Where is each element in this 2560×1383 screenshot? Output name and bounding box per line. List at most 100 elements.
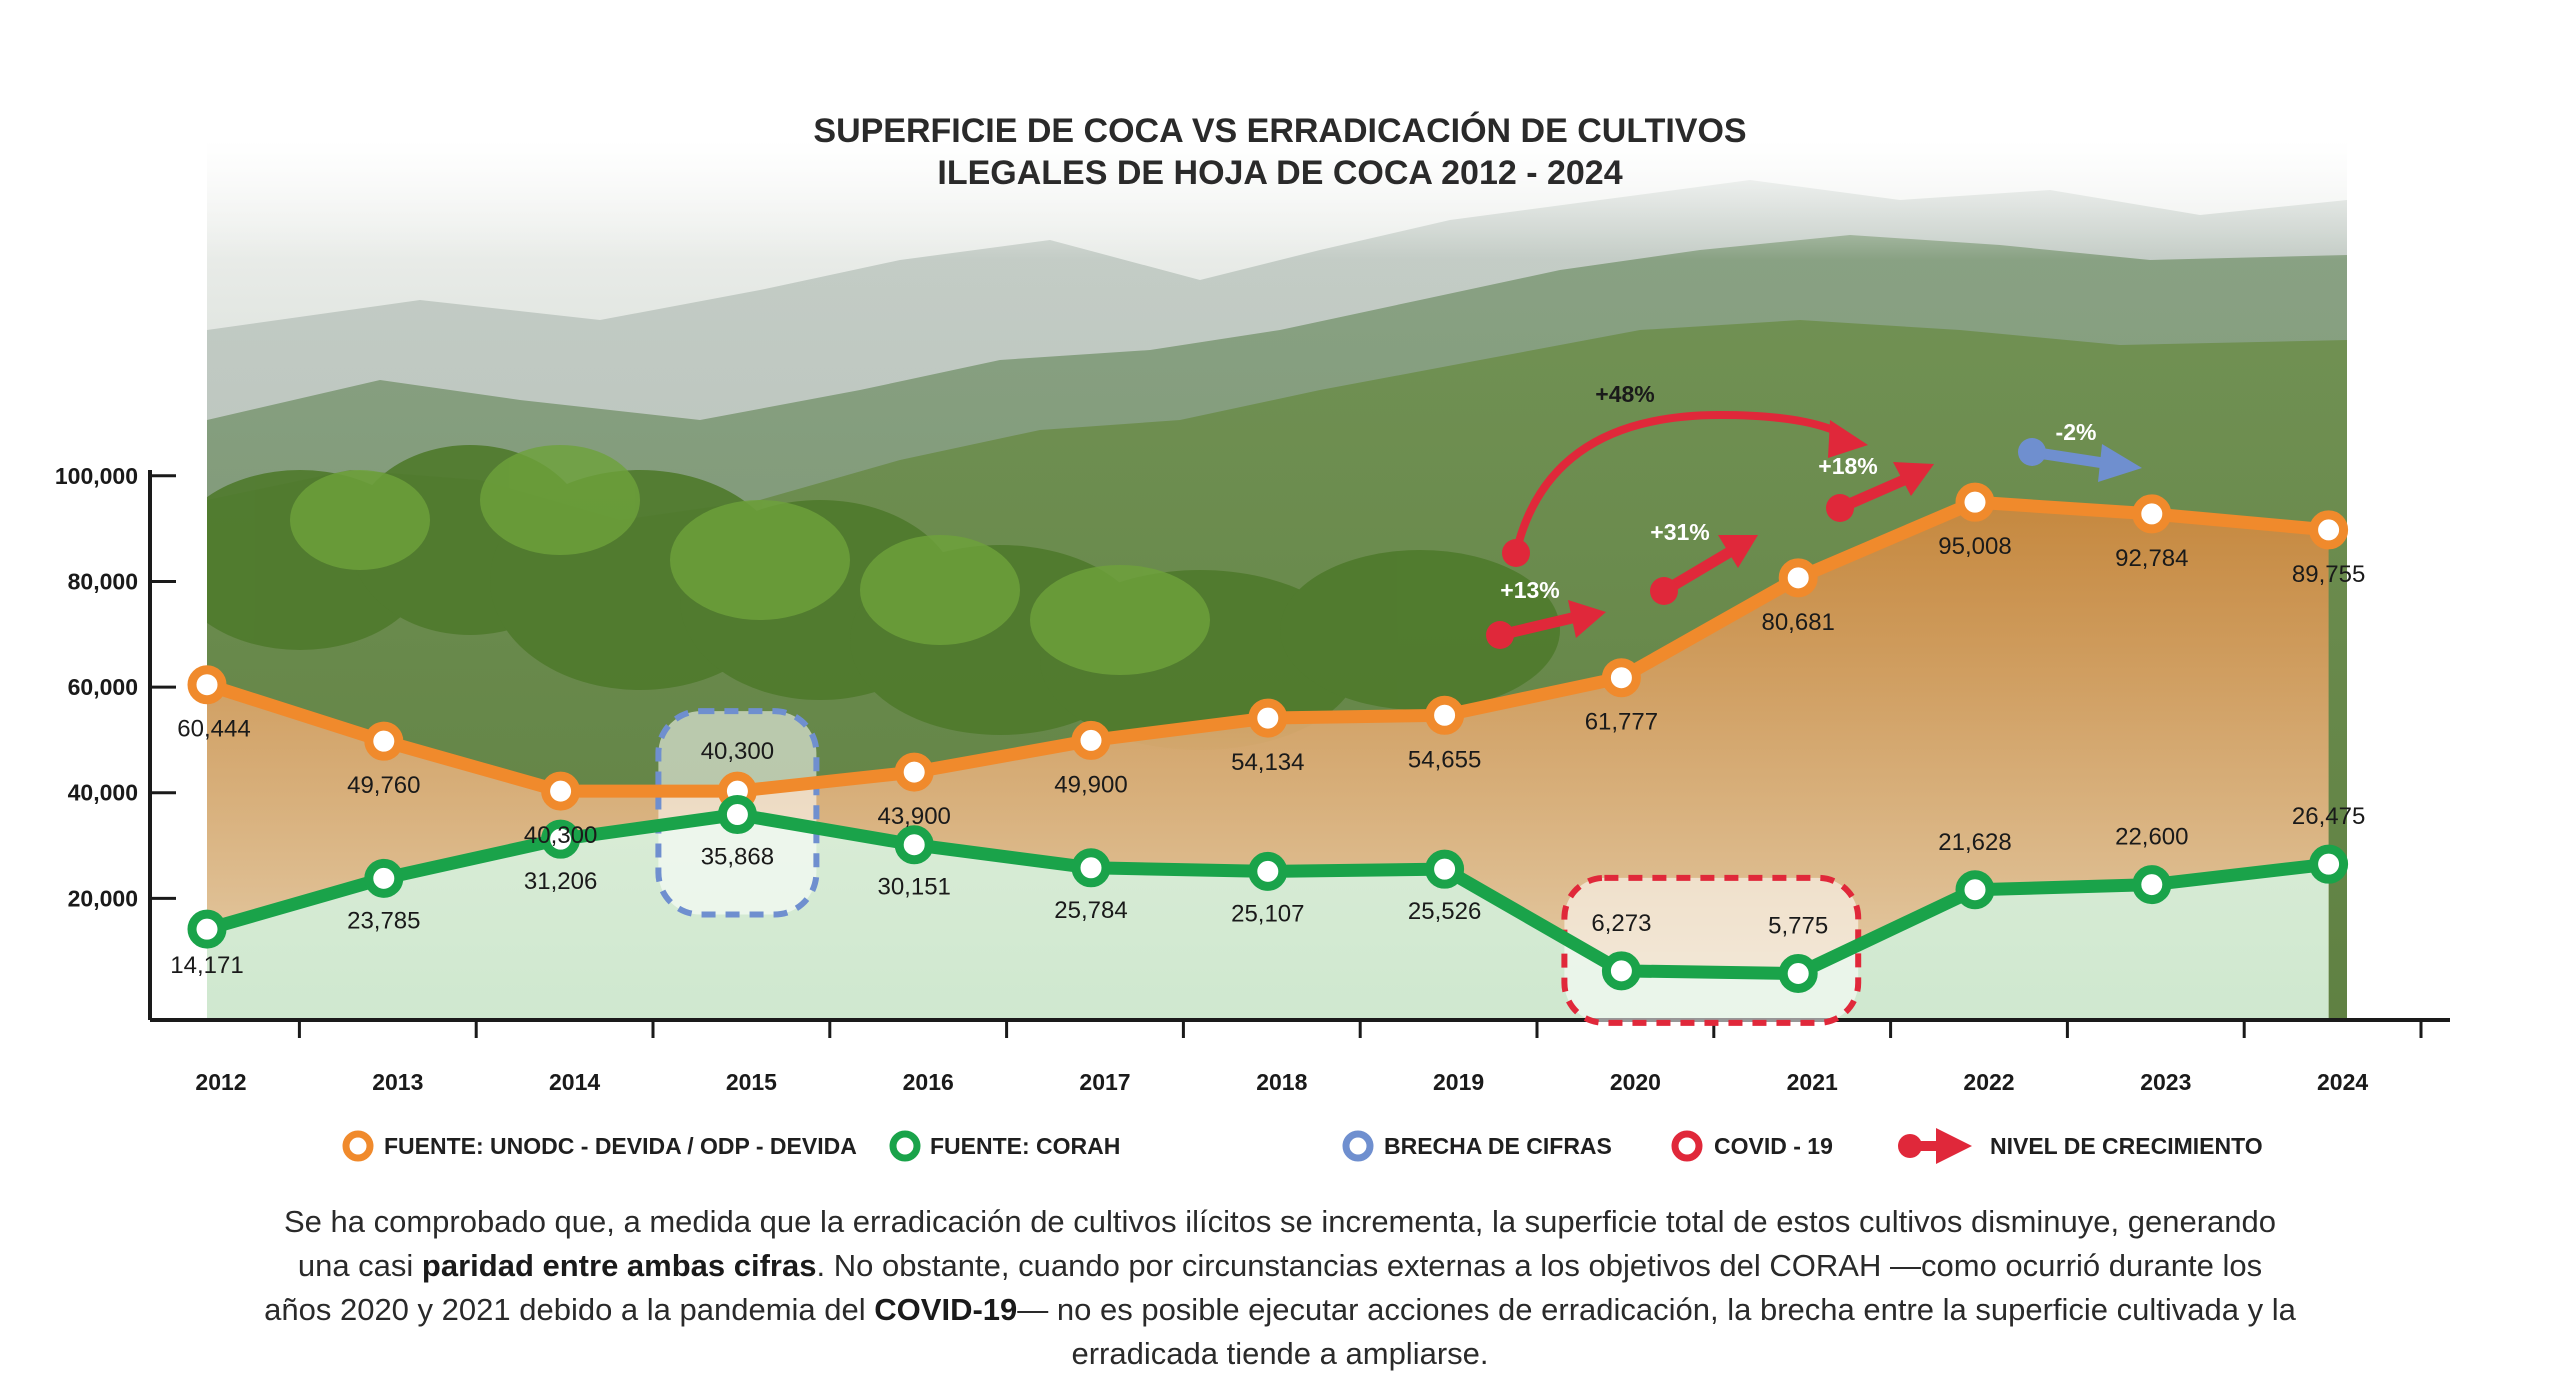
corah-point xyxy=(2309,844,2349,884)
unodc-point xyxy=(2309,510,2349,550)
growth-label-18: +18% xyxy=(1818,453,1877,479)
corah-point xyxy=(894,825,934,865)
caption-text-1: Se ha comprobado que, a medida que la er… xyxy=(283,1204,2276,1283)
corah-point xyxy=(1601,951,1641,991)
corah-data-label: 30,151 xyxy=(877,874,950,901)
y-tick-label: 80,000 xyxy=(68,568,138,594)
corah-point xyxy=(187,909,227,949)
x-tick-label: 2019 xyxy=(1433,1069,1484,1095)
corah-point xyxy=(717,795,757,835)
unodc-data-label: 54,134 xyxy=(1231,749,1304,776)
x-tick-label: 2016 xyxy=(903,1069,954,1095)
unodc-point xyxy=(1425,695,1465,735)
legend-label-covid: COVID - 19 xyxy=(1714,1133,1833,1159)
legend-item-unodc: FUENTE: UNODC - DEVIDA / ODP - DEVIDA xyxy=(342,1130,857,1162)
corah-data-label: 31,206 xyxy=(524,868,597,895)
corah-data-label: 21,628 xyxy=(1938,829,2011,856)
unodc-point xyxy=(1778,558,1818,598)
unodc-data-label: 54,655 xyxy=(1408,746,1481,773)
covid-highlight-box xyxy=(1561,874,1862,1026)
chart-title-line-1: SUPERFICIE DE COCA VS ERRADICACIÓN DE CU… xyxy=(813,112,1746,150)
legend-label-unodc: FUENTE: UNODC - DEVIDA / ODP - DEVIDA xyxy=(384,1133,857,1159)
y-tick-label: 40,000 xyxy=(68,780,138,806)
decline-label-2: -2% xyxy=(2056,419,2097,445)
legend-label-growth: NIVEL DE CRECIMIENTO xyxy=(1990,1133,2263,1159)
unodc-data-label: 40,300 xyxy=(524,822,597,849)
unodc-point xyxy=(364,721,404,761)
growth-arrow-48: +48% xyxy=(1502,381,1868,567)
y-tick-label: 20,000 xyxy=(68,885,138,911)
ring-icon xyxy=(342,1130,374,1162)
x-tick-label: 2013 xyxy=(372,1069,423,1095)
corah-point xyxy=(1071,848,1111,888)
corah-data-label: 26,475 xyxy=(2292,803,2365,830)
growth-arrow-icon xyxy=(1898,1128,1972,1164)
corah-data-label: 14,171 xyxy=(170,952,243,979)
legend: FUENTE: UNODC - DEVIDA / ODP - DEVIDA FU… xyxy=(342,1128,2263,1164)
growth-label-48: +48% xyxy=(1595,381,1654,407)
corah-data-label: 35,868 xyxy=(701,844,774,871)
unodc-data-label: 89,755 xyxy=(2292,561,2365,588)
growth-label-13: +13% xyxy=(1500,577,1559,603)
unodc-point xyxy=(1955,482,1995,522)
x-tick-label: 2012 xyxy=(195,1069,246,1095)
x-tick-label: 2023 xyxy=(2140,1069,2191,1095)
legend-label-gap: BRECHA DE CIFRAS xyxy=(1384,1133,1612,1159)
unodc-point xyxy=(187,665,227,705)
unodc-point xyxy=(1248,698,1288,738)
corah-data-label: 22,600 xyxy=(2115,824,2188,851)
corah-data-label: 6,273 xyxy=(1591,910,1651,937)
unodc-data-label: 60,444 xyxy=(177,716,250,743)
corah-point xyxy=(1955,870,1995,910)
x-axis-ticks: 2012 2013 2014 2015 2016 2017 2018 2019 2020 2021… xyxy=(195,1020,2423,1095)
caption-paragraph: Se ha comprobado que, a medida que la er… xyxy=(260,1200,2300,1376)
corah-point xyxy=(1248,851,1288,891)
legend-item-corah: FUENTE: CORAH xyxy=(889,1130,1120,1162)
y-tick-label: 60,000 xyxy=(68,674,138,700)
growth-annotations: +13% +48% +31% +18% -2% xyxy=(1486,381,2142,649)
ring-icon xyxy=(1671,1130,1703,1162)
unodc-data-label: 61,777 xyxy=(1585,709,1658,736)
unodc-point xyxy=(1601,658,1641,698)
x-tick-label: 2021 xyxy=(1787,1069,1838,1095)
ring-icon xyxy=(889,1130,921,1162)
unodc-labels: 60,444 49,760 40,300 40,300 43,900 49,900 54,1… xyxy=(177,533,2365,849)
corah-labels: 14,171 23,785 31,206 35,868 30,151 25,784 25,1… xyxy=(170,803,2365,979)
x-tick-label: 2024 xyxy=(2317,1069,2368,1095)
x-tick-label: 2015 xyxy=(726,1069,777,1095)
corah-data-label: 25,784 xyxy=(1054,897,1127,924)
legend-item-covid: COVID - 19 xyxy=(1671,1130,1833,1162)
x-tick-label: 2020 xyxy=(1610,1069,1661,1095)
legend-item-gap: BRECHA DE CIFRAS xyxy=(1342,1130,1612,1162)
growth-arrow-18: +18% xyxy=(1818,453,1934,522)
unodc-data-label: 49,760 xyxy=(347,772,420,799)
caption-bold-2: COVID-19 xyxy=(874,1292,1018,1327)
corah-data-label: 23,785 xyxy=(347,907,420,934)
unodc-data-label: 43,900 xyxy=(877,803,950,830)
unodc-point xyxy=(2132,494,2172,534)
x-tick-label: 2017 xyxy=(1079,1069,1130,1095)
corah-data-label: 25,526 xyxy=(1408,898,1481,925)
x-tick-label: 2014 xyxy=(549,1069,600,1095)
unodc-data-label: 92,784 xyxy=(2115,545,2188,572)
decline-arrow-2: -2% xyxy=(2018,419,2142,482)
legend-label-corah: FUENTE: CORAH xyxy=(930,1133,1120,1159)
y-axis-ticks: 20,000 40,000 60,000 80,000 100,000 xyxy=(55,463,176,911)
unodc-data-label: 40,300 xyxy=(701,738,774,765)
corah-point xyxy=(2132,865,2172,905)
legend-item-growth: NIVEL DE CRECIMIENTO xyxy=(1898,1128,2263,1164)
corah-data-label: 25,107 xyxy=(1231,900,1304,927)
corah-point xyxy=(541,819,581,859)
unodc-data-label: 49,900 xyxy=(1054,771,1127,798)
growth-label-31: +31% xyxy=(1650,519,1709,545)
unodc-data-label: 80,681 xyxy=(1761,609,1834,636)
growth-arrow-13: +13% xyxy=(1486,577,1606,649)
corah-point xyxy=(1778,953,1818,993)
growth-arrow-31: +31% xyxy=(1650,519,1758,605)
caption-bold-1: paridad entre ambas cifras xyxy=(421,1248,817,1283)
chart-title-line-2: ILEGALES DE HOJA DE COCA 2012 - 2024 xyxy=(937,154,1622,192)
x-tick-label: 2022 xyxy=(1963,1069,2014,1095)
caption-text-2: . No obstante, cuando por circunstancias… xyxy=(264,1248,2263,1327)
unodc-point xyxy=(1071,720,1111,760)
